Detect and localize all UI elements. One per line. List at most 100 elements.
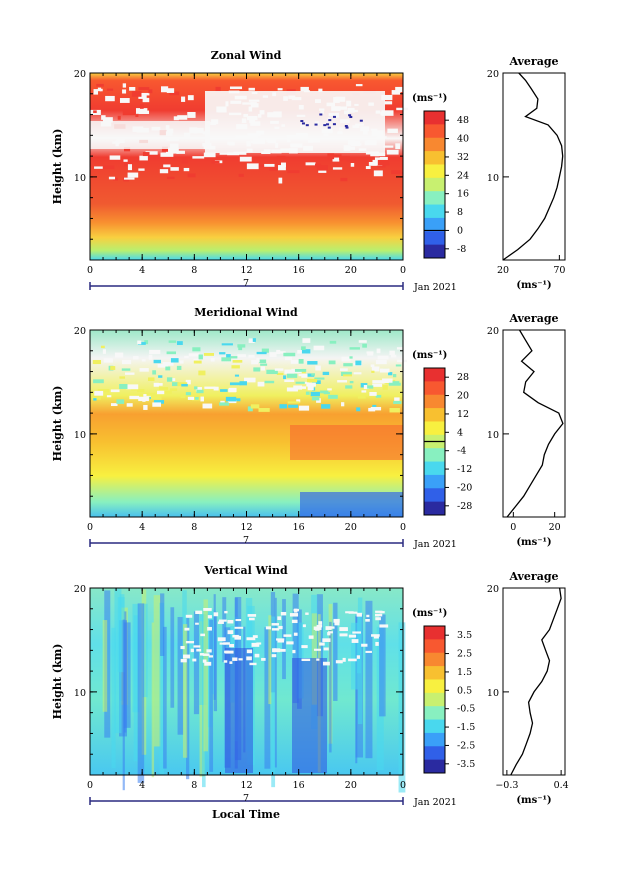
heatmap-cell — [105, 95, 115, 102]
average-profile: Average 20 70 10 20 (ms⁻¹) — [487, 55, 566, 291]
heatmap-cell — [193, 360, 202, 364]
heatmap-cell — [328, 360, 336, 365]
heatmap-cell — [183, 167, 190, 172]
heatmap-cell — [188, 353, 200, 357]
heatmap-cell — [147, 377, 155, 382]
heatmap-cell — [110, 366, 116, 370]
heatmap-cell — [196, 648, 202, 652]
heatmap-cell — [122, 109, 136, 116]
heatmap-cell — [219, 152, 230, 155]
heatmap-cell — [283, 634, 292, 637]
heatmap-cell — [90, 121, 210, 149]
heatmap-cell — [119, 98, 130, 103]
heatmap-cell — [311, 373, 316, 376]
average-frame — [502, 587, 566, 776]
heatmap-cell — [181, 158, 189, 164]
colorbar-swatch — [424, 746, 445, 761]
colorbar-label: -12 — [457, 464, 472, 475]
heatmap-cell — [323, 392, 330, 395]
heatmap-cell — [396, 359, 408, 363]
colorbar-label: 2.5 — [457, 649, 472, 660]
heatmap-cell — [198, 370, 206, 376]
colorbar-swatch — [424, 177, 445, 192]
heatmap-cell — [375, 617, 381, 621]
y-tick-label: 20 — [74, 69, 86, 80]
heatmap-cell — [274, 368, 284, 371]
heatmap-cell — [187, 111, 196, 118]
heatmap-cell — [372, 159, 383, 166]
date-label: Jan 2021 — [413, 539, 457, 550]
heatmap-cell — [332, 157, 340, 162]
heatmap-cell — [349, 347, 360, 350]
heatmap-cell — [365, 600, 373, 759]
y-tick-label: 20 — [74, 326, 86, 337]
y-ticks: 10 20 — [74, 326, 403, 518]
heatmap-cell — [372, 380, 385, 384]
heatmap-cell — [322, 661, 330, 666]
heatmap-cell — [225, 396, 237, 402]
heatmap-cell — [355, 84, 363, 87]
heatmap-cell — [330, 626, 335, 629]
heatmap-cell — [346, 157, 356, 162]
heatmap-cell — [123, 622, 131, 728]
heatmap-cells — [91, 338, 408, 517]
heatmap-cell — [246, 163, 259, 170]
colorbar-label: 3.5 — [457, 630, 472, 641]
heatmap-cell — [123, 177, 135, 180]
heatmap-cell — [104, 590, 111, 738]
heatmap-cell — [271, 616, 276, 788]
colorbar-label: -3.5 — [457, 759, 475, 770]
heatmap-cell — [206, 649, 212, 653]
heatmap-cell — [170, 388, 178, 392]
heatmap-cell — [343, 374, 353, 377]
heatmap-cell — [305, 612, 309, 615]
y-axis-label: Height (km) — [51, 644, 64, 720]
colorbar-frame — [423, 110, 446, 259]
heatmap-cell — [302, 624, 306, 628]
heatmap-cell — [159, 169, 169, 174]
heatmap-cell — [328, 394, 338, 399]
heatmap-cell — [233, 151, 247, 155]
average-y-tick-label: 10 — [487, 430, 499, 441]
heatmap-cell — [221, 357, 232, 362]
average-profile: Average −0.3 0.4 10 20 (ms⁻¹) — [487, 570, 569, 806]
heatmap-cell — [355, 360, 362, 366]
heatmap-cell — [162, 362, 174, 366]
y-axis-label: Height (km) — [51, 386, 64, 462]
heatmap-cell — [119, 376, 126, 379]
heatmap-cell — [173, 116, 179, 121]
heatmap-cell — [170, 167, 179, 171]
heatmap-cell — [142, 97, 150, 103]
heatmap-cell — [327, 632, 331, 636]
date-axis: 7 Jan 2021 — [89, 278, 457, 293]
date-marker: 7 — [243, 793, 249, 804]
heatmap-cell — [238, 345, 243, 351]
heatmap-cell — [278, 177, 283, 184]
heatmap-cell — [301, 122, 305, 125]
heatmap-cell — [146, 392, 156, 396]
heatmap-cell — [186, 618, 190, 780]
heatmap-cell — [349, 356, 353, 359]
heatmap-cell — [239, 156, 252, 162]
colorbar-swatch — [424, 231, 445, 246]
heatmap-cell — [177, 616, 184, 735]
heatmap-cell — [393, 400, 402, 404]
heatmap-cell — [361, 390, 367, 393]
heatmap-cell — [116, 399, 125, 404]
heatmap-cell — [181, 96, 186, 102]
heatmap-cell — [341, 402, 345, 407]
heatmap-cell — [311, 396, 320, 401]
heatmap-cell — [193, 645, 201, 648]
heatmap-cell — [250, 404, 260, 409]
heatmap-cell — [379, 611, 385, 614]
y-axis-label: Height (km) — [51, 129, 64, 205]
heatmap-cell — [377, 159, 390, 166]
heatmap-cell — [229, 86, 243, 90]
colorbar-swatch — [424, 244, 445, 259]
heatmap-cell — [389, 350, 395, 356]
heatmap-cell — [335, 660, 343, 664]
heatmap-cell — [264, 380, 275, 384]
heatmap-cell — [159, 602, 165, 775]
heatmap-cell — [395, 143, 401, 150]
